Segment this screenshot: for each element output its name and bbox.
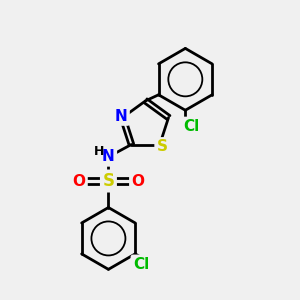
Text: S: S (102, 172, 114, 190)
Text: N: N (115, 109, 128, 124)
Text: H: H (94, 145, 104, 158)
Text: O: O (73, 173, 85, 188)
Text: O: O (131, 173, 144, 188)
Text: S: S (157, 140, 168, 154)
Text: Cl: Cl (133, 257, 149, 272)
Text: Cl: Cl (184, 119, 200, 134)
Text: N: N (102, 149, 115, 164)
